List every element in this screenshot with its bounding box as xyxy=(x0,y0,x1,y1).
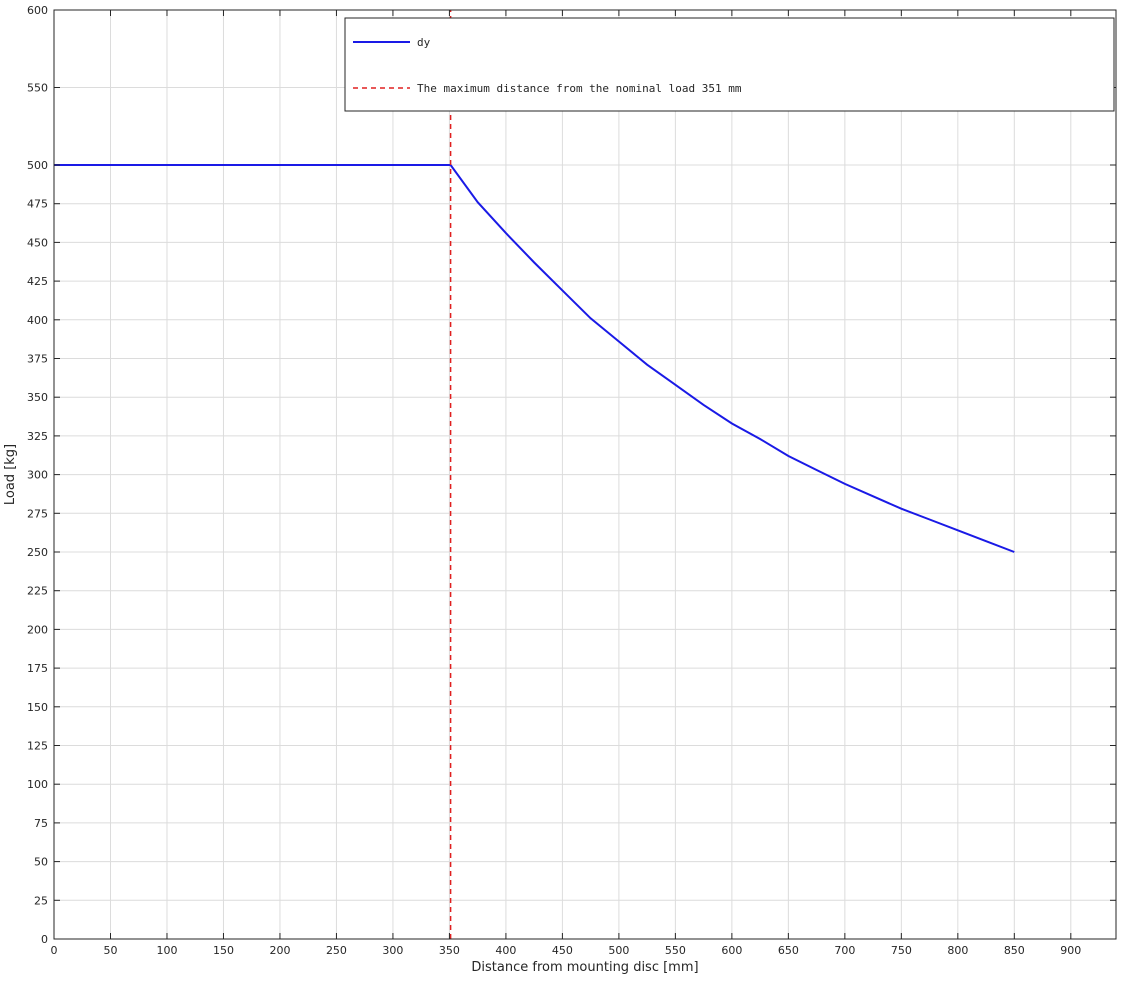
y-axis-label: Load [kg] xyxy=(3,444,18,505)
x-tick-label: 400 xyxy=(495,944,516,957)
y-tick-label: 125 xyxy=(27,740,48,753)
x-axis-label: Distance from mounting disc [mm] xyxy=(471,960,698,975)
x-tick-label: 650 xyxy=(778,944,799,957)
y-tick-label: 550 xyxy=(27,82,48,95)
y-tick-label: 475 xyxy=(27,198,48,211)
legend-entry: dy xyxy=(417,36,431,49)
y-tick-label: 250 xyxy=(27,546,48,559)
x-tick-label: 450 xyxy=(552,944,573,957)
x-tick-label: 500 xyxy=(608,944,629,957)
y-tick-label: 375 xyxy=(27,353,48,366)
x-tick-label: 700 xyxy=(834,944,855,957)
y-tick-label: 150 xyxy=(27,701,48,714)
x-tick-label: 0 xyxy=(51,944,58,957)
y-tick-label: 0 xyxy=(41,933,48,946)
x-tick-label: 900 xyxy=(1060,944,1081,957)
y-tick-label: 25 xyxy=(34,894,48,907)
x-tick-label: 750 xyxy=(891,944,912,957)
y-tick-label: 275 xyxy=(27,507,48,520)
x-tick-label: 600 xyxy=(721,944,742,957)
x-tick-label: 150 xyxy=(213,944,234,957)
x-tick-label: 250 xyxy=(326,944,347,957)
y-tick-label: 400 xyxy=(27,314,48,327)
x-tick-label: 850 xyxy=(1004,944,1025,957)
y-tick-label: 450 xyxy=(27,236,48,249)
y-tick-label: 425 xyxy=(27,275,48,288)
y-tick-label: 600 xyxy=(27,4,48,17)
x-tick-label: 200 xyxy=(269,944,290,957)
y-tick-label: 175 xyxy=(27,662,48,675)
y-tick-label: 100 xyxy=(27,778,48,791)
y-tick-label: 300 xyxy=(27,469,48,482)
x-tick-label: 550 xyxy=(665,944,686,957)
y-tick-label: 325 xyxy=(27,430,48,443)
y-tick-label: 350 xyxy=(27,391,48,404)
y-tick-label: 50 xyxy=(34,856,48,869)
x-tick-label: 300 xyxy=(382,944,403,957)
legend-box xyxy=(345,18,1114,111)
x-tick-label: 800 xyxy=(947,944,968,957)
y-tick-label: 200 xyxy=(27,623,48,636)
x-tick-label: 100 xyxy=(156,944,177,957)
y-tick-label: 500 xyxy=(27,159,48,172)
y-tick-label: 225 xyxy=(27,585,48,598)
x-tick-label: 350 xyxy=(439,944,460,957)
y-tick-label: 75 xyxy=(34,817,48,830)
legend-entry: The maximum distance from the nominal lo… xyxy=(417,82,742,95)
x-tick-label: 50 xyxy=(103,944,117,957)
legend: dy The maximum distance from the nominal … xyxy=(345,18,1114,111)
